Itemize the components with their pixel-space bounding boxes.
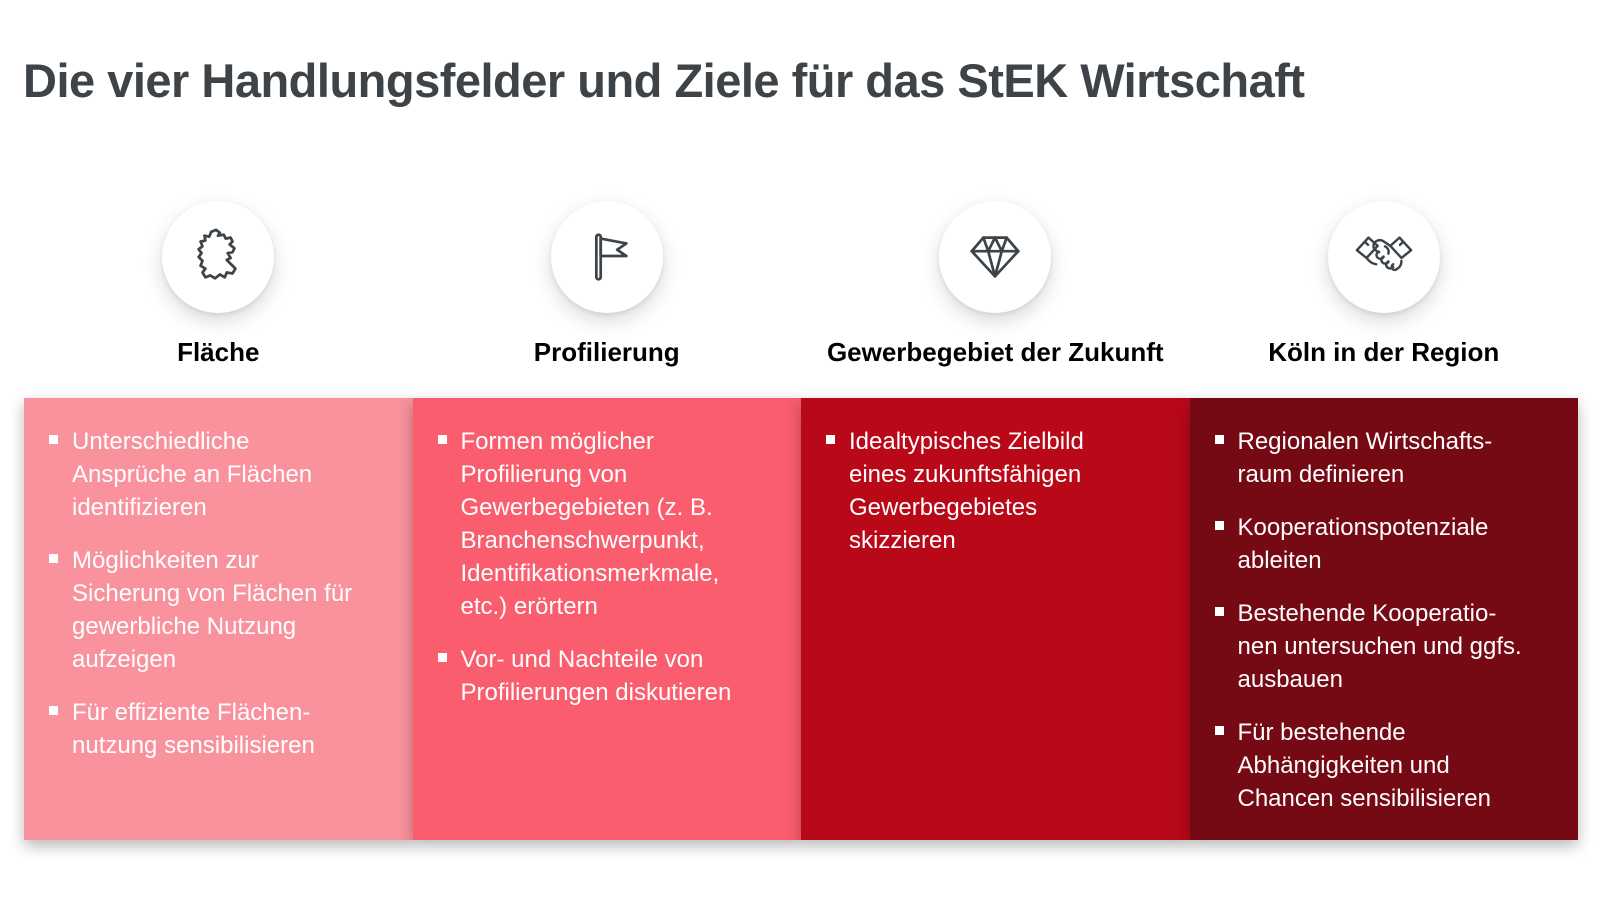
bullet-square-icon [437,652,447,662]
bullet-square-icon [437,434,447,444]
bullet-square-icon [49,434,58,444]
bullet-item: Möglichkeiten zur Sicherung von Flächen … [49,544,393,676]
bullet-item: Für bestehende Abhängigkeiten und Chance… [1214,716,1559,815]
bullet-item: Idealtypisches Zielbild eines zukunftsfä… [826,425,1170,557]
bullet-square-icon [49,553,58,563]
handshake-icon [1355,236,1413,271]
diamond-icon [970,236,1020,278]
bullet-item: Bestehende Kooperatio- nen untersuchen u… [1214,597,1559,696]
bullet-text: Für effiziente Flächen- nutzung sensibil… [72,698,315,759]
bullet-square-icon [826,434,835,444]
bullet-text: Bestehende Kooperatio- nen untersuchen u… [1237,599,1522,693]
column-gewerbegebiet: Gewerbegebiet der Zukunft Idealtypisches… [801,200,1190,840]
bullet-item: Regionalen Wirtschafts- raum definieren [1214,425,1559,491]
bullet-text: Für bestehende Abhängigkeiten und Chance… [1237,718,1491,812]
column-flaeche: Fläche Unterschiedliche Ansprüche an Flä… [24,200,413,840]
flaeche-icon-circle [162,200,275,313]
column-box-flaeche: Unterschiedliche Ansprüche an Flächen id… [24,397,413,840]
column-label-koeln-region: Köln in der Region [1268,336,1500,367]
column-label-profilierung: Profilierung [533,336,680,367]
bullet-item: Kooperationspotenziale ableiten [1214,511,1559,577]
column-profilierung: Profilierung Formen möglicher Profilieru… [412,200,801,840]
bullet-item: Formen möglicher Profilierung von Gewerb… [437,425,782,623]
column-box-gewerbegebiet: Idealtypisches Zielbild eines zukunftsfä… [801,397,1190,840]
gewerbegebiet-icon-circle [939,200,1052,313]
germany-map-icon [197,228,238,280]
bullet-text: Kooperationspotenziale ableiten [1237,513,1489,574]
column-box-koeln-region: Regionalen Wirtschafts- raum definieren … [1189,397,1578,840]
bullet-text: Formen möglicher Profilierung von Gewerb… [460,427,720,620]
koeln-region-icon-circle [1327,200,1440,313]
bullet-square-icon [1214,725,1224,735]
flag-icon [594,233,628,281]
column-label-flaeche: Fläche [177,336,260,367]
column-box-profilierung: Formen möglicher Profilierung von Gewerb… [412,397,801,840]
page-title: Die vier Handlungsfelder und Ziele für d… [23,54,1305,107]
bullet-square-icon [1214,520,1224,530]
bullet-item: Für effiziente Flächen- nutzung sensibil… [49,696,393,762]
bullet-item: Unterschiedliche Ansprüche an Flächen id… [49,425,393,524]
profilierung-icon-circle [550,200,663,313]
bullet-text: Regionalen Wirtschafts- raum definieren [1237,427,1493,488]
bullet-item: Vor- und Nachteile von Profilierungen di… [437,643,782,709]
bullet-text: Vor- und Nachteile von Profilierungen di… [460,645,732,706]
handlungsfelder-board: Fläche Unterschiedliche Ansprüche an Flä… [24,200,1578,840]
bullet-text: Möglichkeiten zur Sicherung von Flächen … [72,546,353,673]
bullet-square-icon [1214,606,1224,616]
column-label-gewerbegebiet: Gewerbegebiet der Zukunft [826,336,1164,367]
column-koeln-region: Köln in der Region Regionalen Wirtschaft… [1189,200,1578,840]
bullet-square-icon [49,705,58,715]
bullet-text: Unterschiedliche Ansprüche an Flächen id… [72,427,313,521]
bullet-square-icon [1214,434,1224,444]
bullet-text: Idealtypisches Zielbild eines zukunftsfä… [849,427,1084,554]
